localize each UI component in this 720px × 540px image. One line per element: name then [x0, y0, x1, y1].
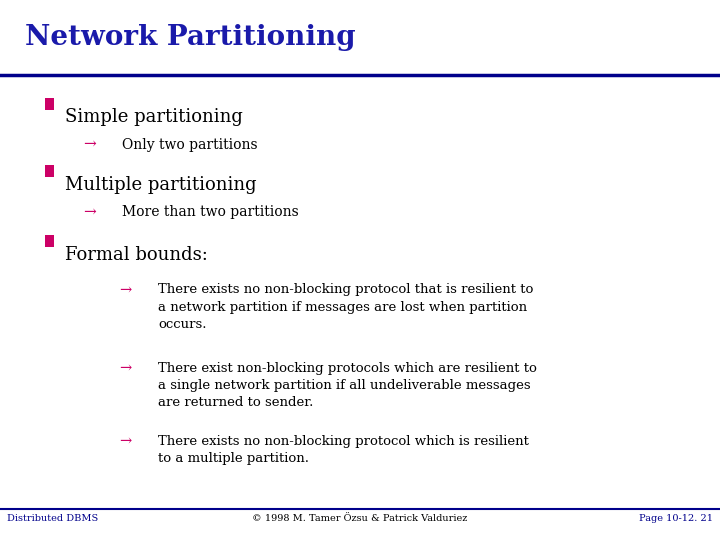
Text: More than two partitions: More than two partitions	[122, 205, 299, 219]
Text: Formal bounds:: Formal bounds:	[65, 246, 207, 264]
Text: Only two partitions: Only two partitions	[122, 138, 258, 152]
Text: →: →	[119, 362, 131, 376]
Text: Page 10-12. 21: Page 10-12. 21	[639, 514, 713, 523]
Text: Distributed DBMS: Distributed DBMS	[7, 514, 99, 523]
Text: There exist non-blocking protocols which are resilient to
a single network parti: There exist non-blocking protocols which…	[158, 362, 537, 409]
Text: →: →	[83, 138, 96, 152]
Text: →: →	[83, 205, 96, 219]
Text: Multiple partitioning: Multiple partitioning	[65, 176, 256, 193]
Text: There exists no non-blocking protocol that is resilient to
a network partition i: There exists no non-blocking protocol th…	[158, 284, 534, 330]
Text: © 1998 M. Tamer Özsu & Patrick Valduriez: © 1998 M. Tamer Özsu & Patrick Valduriez	[252, 514, 468, 523]
Text: →: →	[119, 284, 131, 298]
FancyBboxPatch shape	[45, 235, 54, 247]
Text: Network Partitioning: Network Partitioning	[25, 24, 356, 51]
Text: →: →	[119, 435, 131, 449]
Text: Simple partitioning: Simple partitioning	[65, 108, 243, 126]
FancyBboxPatch shape	[45, 165, 54, 177]
FancyBboxPatch shape	[45, 98, 54, 110]
Text: There exists no non-blocking protocol which is resilient
to a multiple partition: There exists no non-blocking protocol wh…	[158, 435, 529, 465]
